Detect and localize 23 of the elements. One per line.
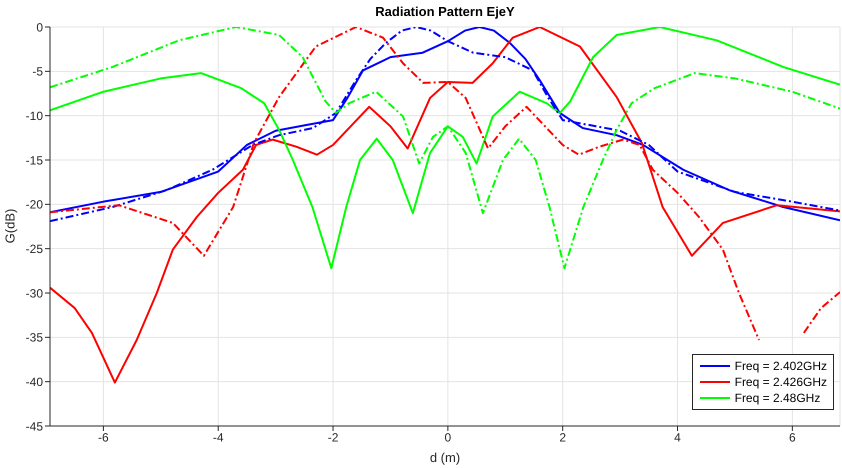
y-tick-label: -20 bbox=[26, 198, 44, 212]
y-tick-label: -40 bbox=[26, 374, 44, 389]
x-tick-label: 4 bbox=[674, 430, 682, 445]
x-tick-label: 6 bbox=[789, 430, 796, 445]
y-tick-label: -30 bbox=[26, 286, 44, 300]
x-tick-label: -2 bbox=[328, 430, 339, 445]
x-tick-label: 2 bbox=[559, 430, 566, 445]
y-tick-label: -45 bbox=[26, 419, 44, 434]
legend-label: Freq = 2.402GHz bbox=[734, 359, 827, 373]
y-tick-label: -25 bbox=[26, 242, 44, 256]
y-tick-label: -15 bbox=[26, 153, 44, 168]
legend-label: Freq = 2.48GHz bbox=[734, 391, 820, 405]
y-tick-label: -35 bbox=[26, 330, 44, 345]
y-tick-label: 0 bbox=[36, 20, 44, 34]
x-tick-label: 0 bbox=[444, 430, 452, 445]
x-tick-label: -6 bbox=[98, 430, 110, 445]
y-axis-title: G(dB) bbox=[2, 208, 18, 244]
chart-title: Radiation Pattern EjeY bbox=[374, 4, 516, 19]
x-axis-title: d (m) bbox=[428, 450, 462, 465]
x-tick-label: -4 bbox=[212, 430, 224, 445]
legend-label: Freq = 2.426GHz bbox=[734, 375, 827, 389]
y-tick-label: -10 bbox=[26, 108, 44, 123]
y-tick-label: -5 bbox=[32, 64, 44, 79]
